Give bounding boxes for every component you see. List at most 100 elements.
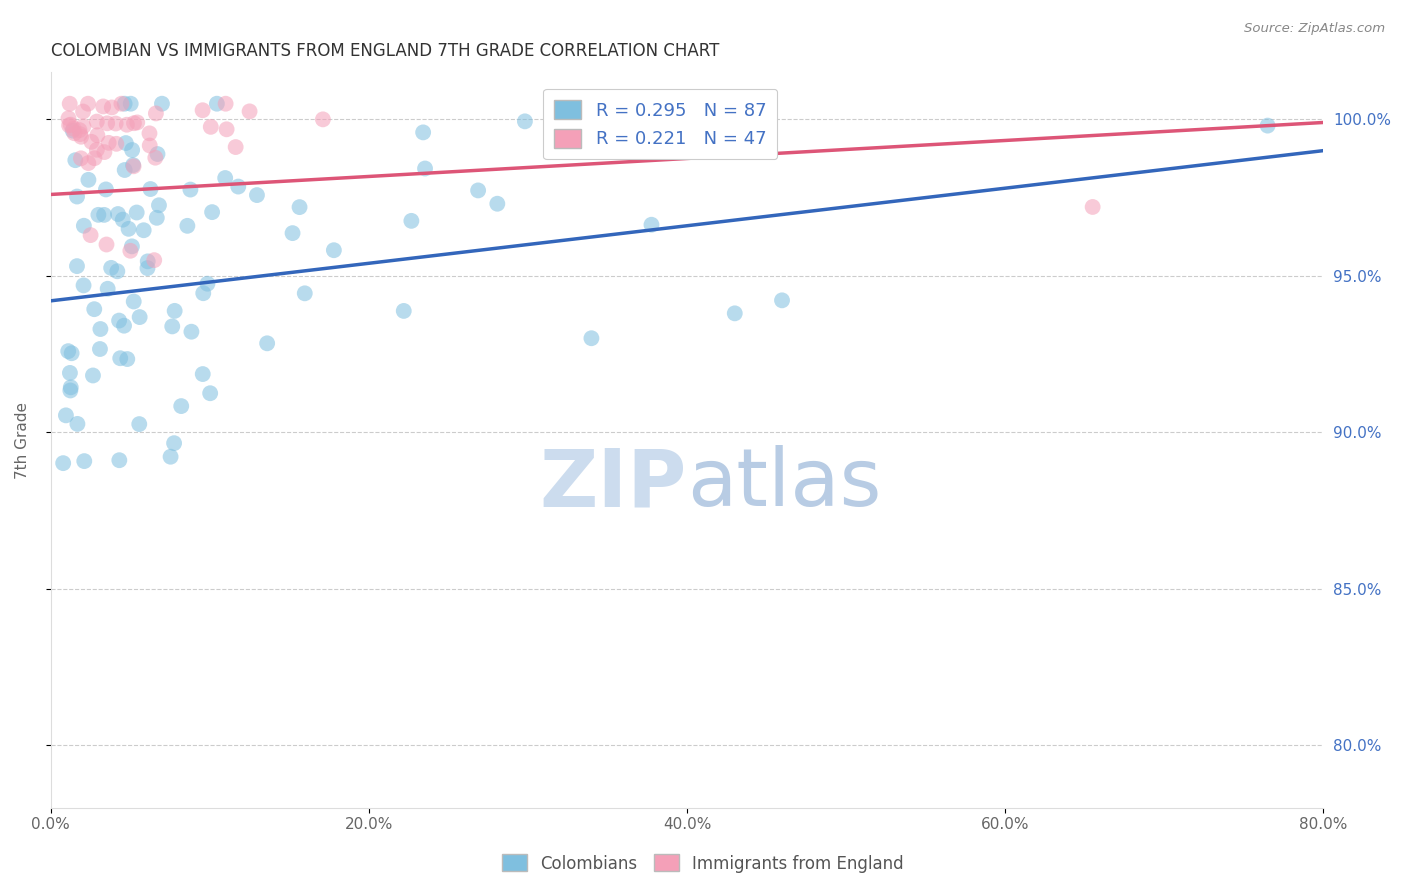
Point xyxy=(91,99,114,113)
Point xyxy=(179,183,201,197)
Point xyxy=(86,143,108,157)
Point xyxy=(122,294,145,309)
Text: atlas: atlas xyxy=(688,445,882,524)
Point xyxy=(138,138,160,153)
Point xyxy=(94,182,117,196)
Point xyxy=(110,96,132,111)
Point xyxy=(107,207,129,221)
Legend: Colombians, Immigrants from England: Colombians, Immigrants from England xyxy=(495,847,911,880)
Point xyxy=(294,286,316,301)
Point xyxy=(127,115,149,129)
Point xyxy=(128,310,150,324)
Text: ZIP: ZIP xyxy=(540,445,688,524)
Point xyxy=(60,346,83,360)
Point xyxy=(58,119,80,133)
Point xyxy=(69,123,91,137)
Point xyxy=(1081,200,1104,214)
Point xyxy=(146,147,169,161)
Legend: R = 0.295   N = 87, R = 0.221   N = 47: R = 0.295 N = 87, R = 0.221 N = 47 xyxy=(543,89,778,160)
Point xyxy=(226,179,249,194)
Point xyxy=(121,239,143,253)
Point xyxy=(108,453,131,467)
Point xyxy=(322,244,344,258)
Point xyxy=(198,386,221,401)
Point xyxy=(412,125,434,139)
Point xyxy=(62,123,84,137)
Point xyxy=(73,454,96,468)
Point xyxy=(159,450,181,464)
Point xyxy=(55,409,77,423)
Point xyxy=(62,121,84,136)
Text: COLOMBIAN VS IMMIGRANTS FROM ENGLAND 7TH GRADE CORRELATION CHART: COLOMBIAN VS IMMIGRANTS FROM ENGLAND 7TH… xyxy=(51,42,720,60)
Point xyxy=(467,183,489,197)
Point xyxy=(80,135,103,149)
Point xyxy=(640,218,662,232)
Point xyxy=(256,336,278,351)
Point xyxy=(86,128,108,143)
Point xyxy=(143,253,166,268)
Point xyxy=(401,214,423,228)
Point xyxy=(170,399,193,413)
Point xyxy=(191,103,214,118)
Text: Source: ZipAtlas.com: Source: ZipAtlas.com xyxy=(1244,22,1385,36)
Point xyxy=(581,331,603,345)
Point xyxy=(120,96,142,111)
Point xyxy=(114,163,136,178)
Point xyxy=(122,159,145,173)
Point xyxy=(89,322,111,336)
Point xyxy=(72,278,94,293)
Point xyxy=(122,158,145,172)
Point xyxy=(225,140,247,154)
Point xyxy=(239,104,262,119)
Point xyxy=(163,304,186,318)
Point xyxy=(96,116,118,130)
Point xyxy=(87,208,110,222)
Point xyxy=(145,106,167,120)
Point xyxy=(197,277,219,291)
Point xyxy=(114,96,136,111)
Point xyxy=(180,325,202,339)
Point xyxy=(63,126,86,140)
Point xyxy=(59,380,82,394)
Point xyxy=(59,366,82,380)
Point xyxy=(100,260,122,275)
Point xyxy=(214,96,236,111)
Point xyxy=(288,200,311,214)
Point xyxy=(105,264,128,278)
Point xyxy=(136,261,159,276)
Point xyxy=(83,151,105,165)
Point xyxy=(104,116,127,130)
Point xyxy=(138,126,160,140)
Point xyxy=(58,344,80,359)
Point xyxy=(770,293,793,308)
Point xyxy=(77,96,100,111)
Point xyxy=(139,182,162,196)
Point xyxy=(136,254,159,268)
Point xyxy=(112,318,135,333)
Point xyxy=(52,456,75,470)
Point xyxy=(108,313,131,327)
Point xyxy=(77,173,100,187)
Point xyxy=(97,136,120,150)
Point xyxy=(70,129,93,144)
Point xyxy=(146,211,169,225)
Point xyxy=(93,145,115,159)
Point xyxy=(58,112,80,126)
Point xyxy=(150,96,173,111)
Point xyxy=(66,259,89,273)
Point xyxy=(413,161,436,176)
Point xyxy=(513,114,536,128)
Point xyxy=(312,112,335,127)
Point xyxy=(59,118,82,132)
Point xyxy=(72,104,94,119)
Point xyxy=(72,120,94,134)
Point xyxy=(193,286,215,301)
Point xyxy=(73,219,96,233)
Point xyxy=(163,436,186,450)
Point xyxy=(215,122,238,136)
Point xyxy=(117,352,139,367)
Point xyxy=(79,228,101,243)
Point xyxy=(205,96,228,111)
Point xyxy=(724,306,747,320)
Point xyxy=(65,153,87,168)
